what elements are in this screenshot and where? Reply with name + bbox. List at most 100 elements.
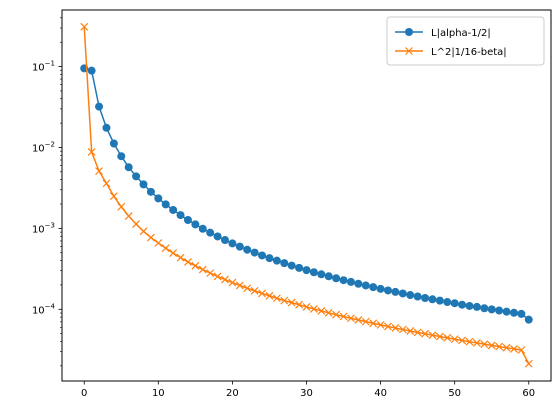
legend-entry-1: L|alpha-1/2| [395,28,491,39]
data-point [361,281,370,290]
data-point [339,276,348,285]
data-point [480,304,489,313]
series-1 [80,64,533,324]
data-point [450,299,459,308]
data-point [124,212,133,220]
legend-marker [405,47,413,55]
data-point [398,325,407,334]
data-point [391,287,400,296]
data-point [495,306,504,315]
data-point [376,284,385,293]
data-point [295,263,304,272]
data-point [421,329,429,338]
data-point [169,249,178,258]
data-point [250,286,259,295]
x-tick-label: 50 [448,388,461,399]
data-point [509,308,518,317]
data-point [117,202,126,211]
data-point [95,102,104,111]
data-point [280,259,289,268]
data-point [421,293,430,302]
data-point [235,242,244,251]
data-point [495,342,504,351]
x-tick-label: 0 [81,388,87,399]
data-point [346,277,355,286]
data-point [280,296,289,305]
data-point [295,300,304,309]
data-point [80,22,89,31]
data-point [102,179,111,188]
data-point [309,268,318,277]
data-point [465,301,474,310]
axis-ticks: 0 10 20 30 40 50 60 10−1 10−2 10−3 10−4 [32,17,535,399]
legend-entry-2: L^2|1/16-beta| [395,47,507,58]
data-point [184,258,192,266]
x-tick-label: 30 [300,388,313,399]
legend-label: L|alpha-1/2| [431,28,491,39]
data-point [347,314,355,323]
data-point [517,309,526,318]
data-point [213,272,222,281]
data-point [309,305,318,313]
data-point [406,327,415,335]
data-point [524,359,533,368]
data-point [198,224,207,233]
y-tick-label: 10−1 [32,60,55,74]
x-tick-label: 40 [374,388,387,399]
data-point [132,172,141,181]
data-point [132,220,141,229]
data-point [287,261,296,270]
data-point [510,344,518,353]
data-point [258,289,266,298]
data-point [191,220,200,229]
data-point [183,215,192,224]
y-tick-label: 10−3 [32,221,55,235]
data-point [87,66,96,75]
data-point [169,205,178,214]
data-point [354,316,363,324]
data-point [198,265,207,274]
data-point [435,332,444,341]
data-point [302,266,311,275]
data-point [146,233,155,242]
data-point [487,341,496,350]
data-point [428,295,437,304]
x-tick-label: 60 [522,388,535,399]
data-point [139,180,148,189]
series-2 [80,22,533,368]
data-point [124,163,133,172]
data-point [139,227,148,236]
data-point [413,292,422,301]
data-point [472,302,481,311]
data-point [87,148,96,156]
data-point [243,284,252,293]
data-point [176,211,185,220]
data-point [369,283,378,292]
data-point [206,269,215,278]
data-point [443,333,452,342]
data-point [339,312,348,321]
data-point [235,281,244,290]
data-point [384,286,392,295]
data-point [317,270,326,279]
y-tick-label: 10−2 [32,140,55,154]
data-point [398,289,407,298]
data-point [502,343,511,352]
data-point [109,192,118,201]
x-tick-label: 10 [152,388,165,399]
data-point [376,320,385,329]
data-point [458,300,467,309]
data-point [443,298,452,307]
data-point [213,232,222,241]
data-point [324,308,333,317]
data-point [265,254,274,263]
y-tick-label: 10−4 [32,302,56,316]
data-point [384,322,392,331]
data-point [324,272,333,281]
data-point [221,236,229,245]
data-point [258,251,267,260]
data-point [154,239,163,247]
legend: L|alpha-1/2| L^2|1/16-beta| [386,16,545,66]
data-point [272,256,281,265]
data-point [487,305,496,314]
